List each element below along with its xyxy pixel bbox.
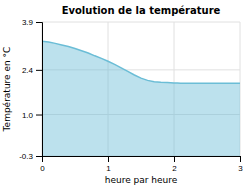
tick-mark — [240, 156, 241, 162]
tick-label: 0 — [40, 164, 45, 173]
x-axis: 0 1 2 3 — [40, 156, 243, 173]
tick-label: 2.4 — [22, 66, 34, 75]
tick-label: 1 — [106, 164, 111, 173]
title: Evolution de la température — [62, 5, 221, 16]
line — [42, 41, 240, 83]
tick-mark — [36, 156, 42, 157]
area — [42, 41, 240, 156]
tick: 2.4 — [22, 66, 42, 75]
tick: 3 — [238, 156, 243, 173]
tick: 0 — [40, 156, 45, 173]
tick-mark — [36, 22, 42, 23]
tick: -0.3 — [19, 152, 42, 161]
plot-area — [42, 41, 240, 156]
tick: 1.0 — [22, 111, 42, 120]
x-label: heure par heure — [105, 175, 178, 185]
tick-mark — [36, 115, 42, 116]
tick: 3.9 — [22, 18, 42, 27]
chart: 0 1 2 3 -0.3 1.0 2.4 3.9 Evolution de la tempéra… — [0, 0, 250, 188]
tick-label: -0.3 — [19, 152, 33, 161]
tick: 2 — [172, 156, 177, 173]
axis-line — [36, 23, 43, 157]
y-label: Température en °C — [2, 47, 12, 133]
grid — [42, 22, 240, 156]
tick-mark — [36, 70, 42, 71]
tick-label: 1.0 — [22, 111, 34, 120]
tick-label: 2 — [172, 164, 177, 173]
tick-mark — [174, 156, 175, 162]
grid-line-y — [42, 22, 240, 23]
axis-line — [43, 157, 241, 163]
y-axis: -0.3 1.0 2.4 3.9 — [19, 18, 42, 161]
tick: 1 — [106, 156, 111, 173]
tick-label: 3.9 — [22, 18, 34, 27]
tick-mark — [108, 156, 109, 162]
tick-label: 3 — [238, 164, 243, 173]
